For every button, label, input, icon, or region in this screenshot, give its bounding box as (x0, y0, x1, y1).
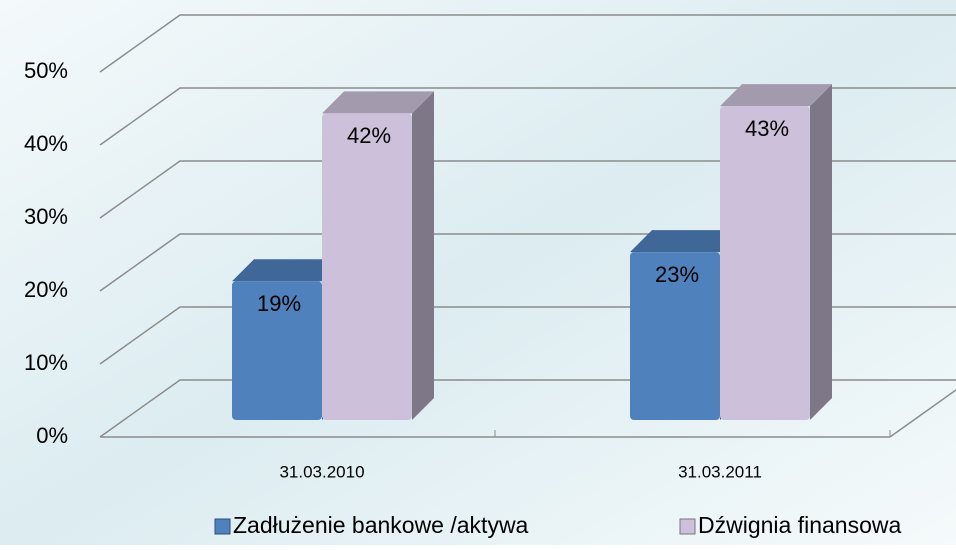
y-tick-label: 10% (24, 350, 68, 375)
bar-top (322, 91, 434, 114)
x-tick-label: 31.03.2010 (279, 462, 364, 481)
bar-front (630, 252, 720, 420)
x-tick-label: 31.03.2011 (678, 462, 762, 481)
y-tick-label: 50% (24, 58, 68, 83)
bar (322, 91, 434, 421)
y-tick-label: 30% (24, 204, 68, 229)
bar-front (322, 113, 412, 421)
grid-line (99, 87, 956, 146)
bar-front (720, 106, 810, 420)
y-tick-label: 0% (36, 423, 68, 448)
value-label: 42% (347, 123, 391, 148)
bar-top (232, 259, 344, 282)
value-label: 23% (655, 262, 699, 287)
y-tick-label: 20% (24, 277, 68, 302)
legend-label: Zadłużenie bankowe /aktywa (233, 512, 529, 538)
bar-top (630, 230, 742, 253)
y-tick-label: 40% (24, 131, 68, 156)
grid-line (99, 14, 956, 73)
value-label: 43% (745, 116, 789, 141)
bar-side (412, 91, 434, 421)
bar-side (810, 84, 832, 420)
legend-swatch (214, 518, 231, 535)
bar-front (232, 281, 322, 420)
value-label: 19% (257, 291, 301, 316)
bar (720, 84, 832, 420)
grid-line (99, 160, 956, 219)
bar-top (720, 84, 832, 107)
legend-label: Dźwignia finansowa (698, 512, 901, 538)
floor-edge (889, 389, 956, 438)
legend-swatch (679, 518, 696, 535)
